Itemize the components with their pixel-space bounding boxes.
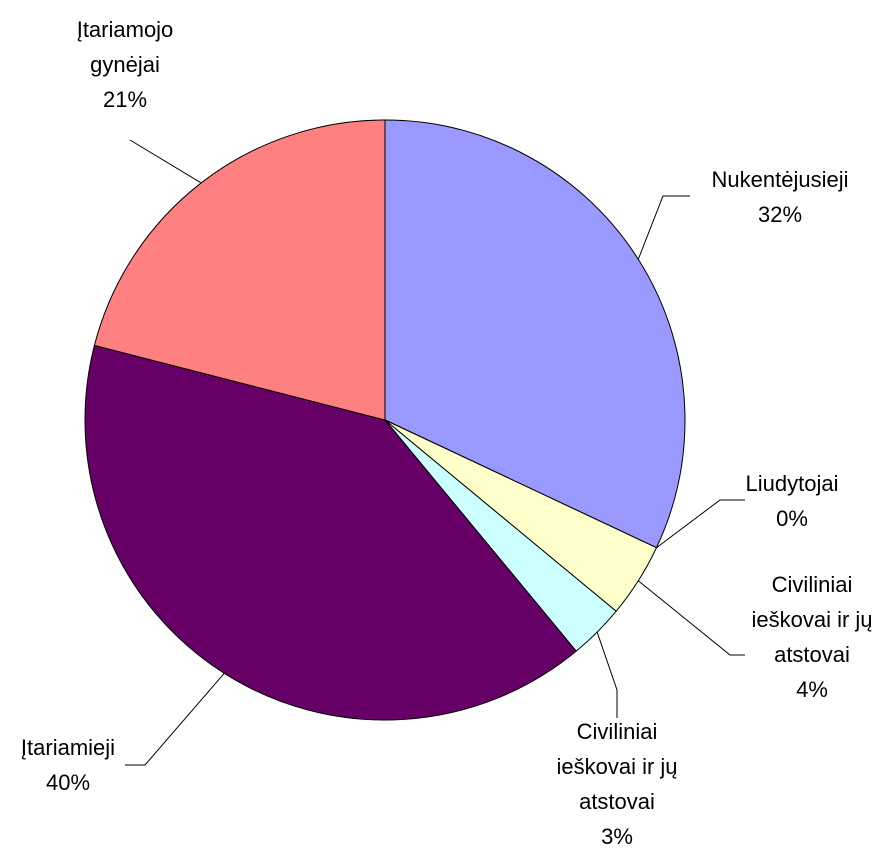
slice-value: 3% <box>601 824 633 849</box>
leader-line <box>596 631 618 718</box>
slice-name: Nukentėjusieji <box>711 167 849 192</box>
slice-label: Įtariamieji 40% <box>3 730 133 800</box>
slice-name: Civiliniai ieškovai ir jų atstovai <box>556 719 678 814</box>
slice-name: Įtariamojo gynėjai <box>76 17 174 77</box>
slice-value: 40% <box>45 770 91 795</box>
slice-label: Nukentėjusieji 32% <box>680 162 880 232</box>
pie-slice <box>384 119 686 549</box>
slice-name: Civiliniai ieškovai ir jų atstovai <box>751 572 873 667</box>
leader-line <box>129 139 202 184</box>
slice-value: 4% <box>796 677 828 702</box>
leader-line <box>637 580 745 656</box>
slice-value: 21% <box>102 87 148 112</box>
slice-label: Civiliniai ieškovai ir jų atstovai 3% <box>537 714 697 854</box>
slice-label: Civiliniai ieškovai ir jų atstovai 4% <box>732 567 892 707</box>
pie-slice <box>84 344 577 721</box>
slice-value: 0% <box>776 506 808 531</box>
slice-name: Įtariamieji <box>20 735 116 760</box>
slice-label: Įtariamojo gynėjai 21% <box>60 12 190 117</box>
leader-line <box>637 195 690 260</box>
leader-line <box>656 499 745 549</box>
leader-line <box>125 672 225 766</box>
slice-name: Liudytojai <box>745 471 839 496</box>
slice-label: Liudytojai 0% <box>712 466 872 536</box>
slice-value: 32% <box>757 202 803 227</box>
